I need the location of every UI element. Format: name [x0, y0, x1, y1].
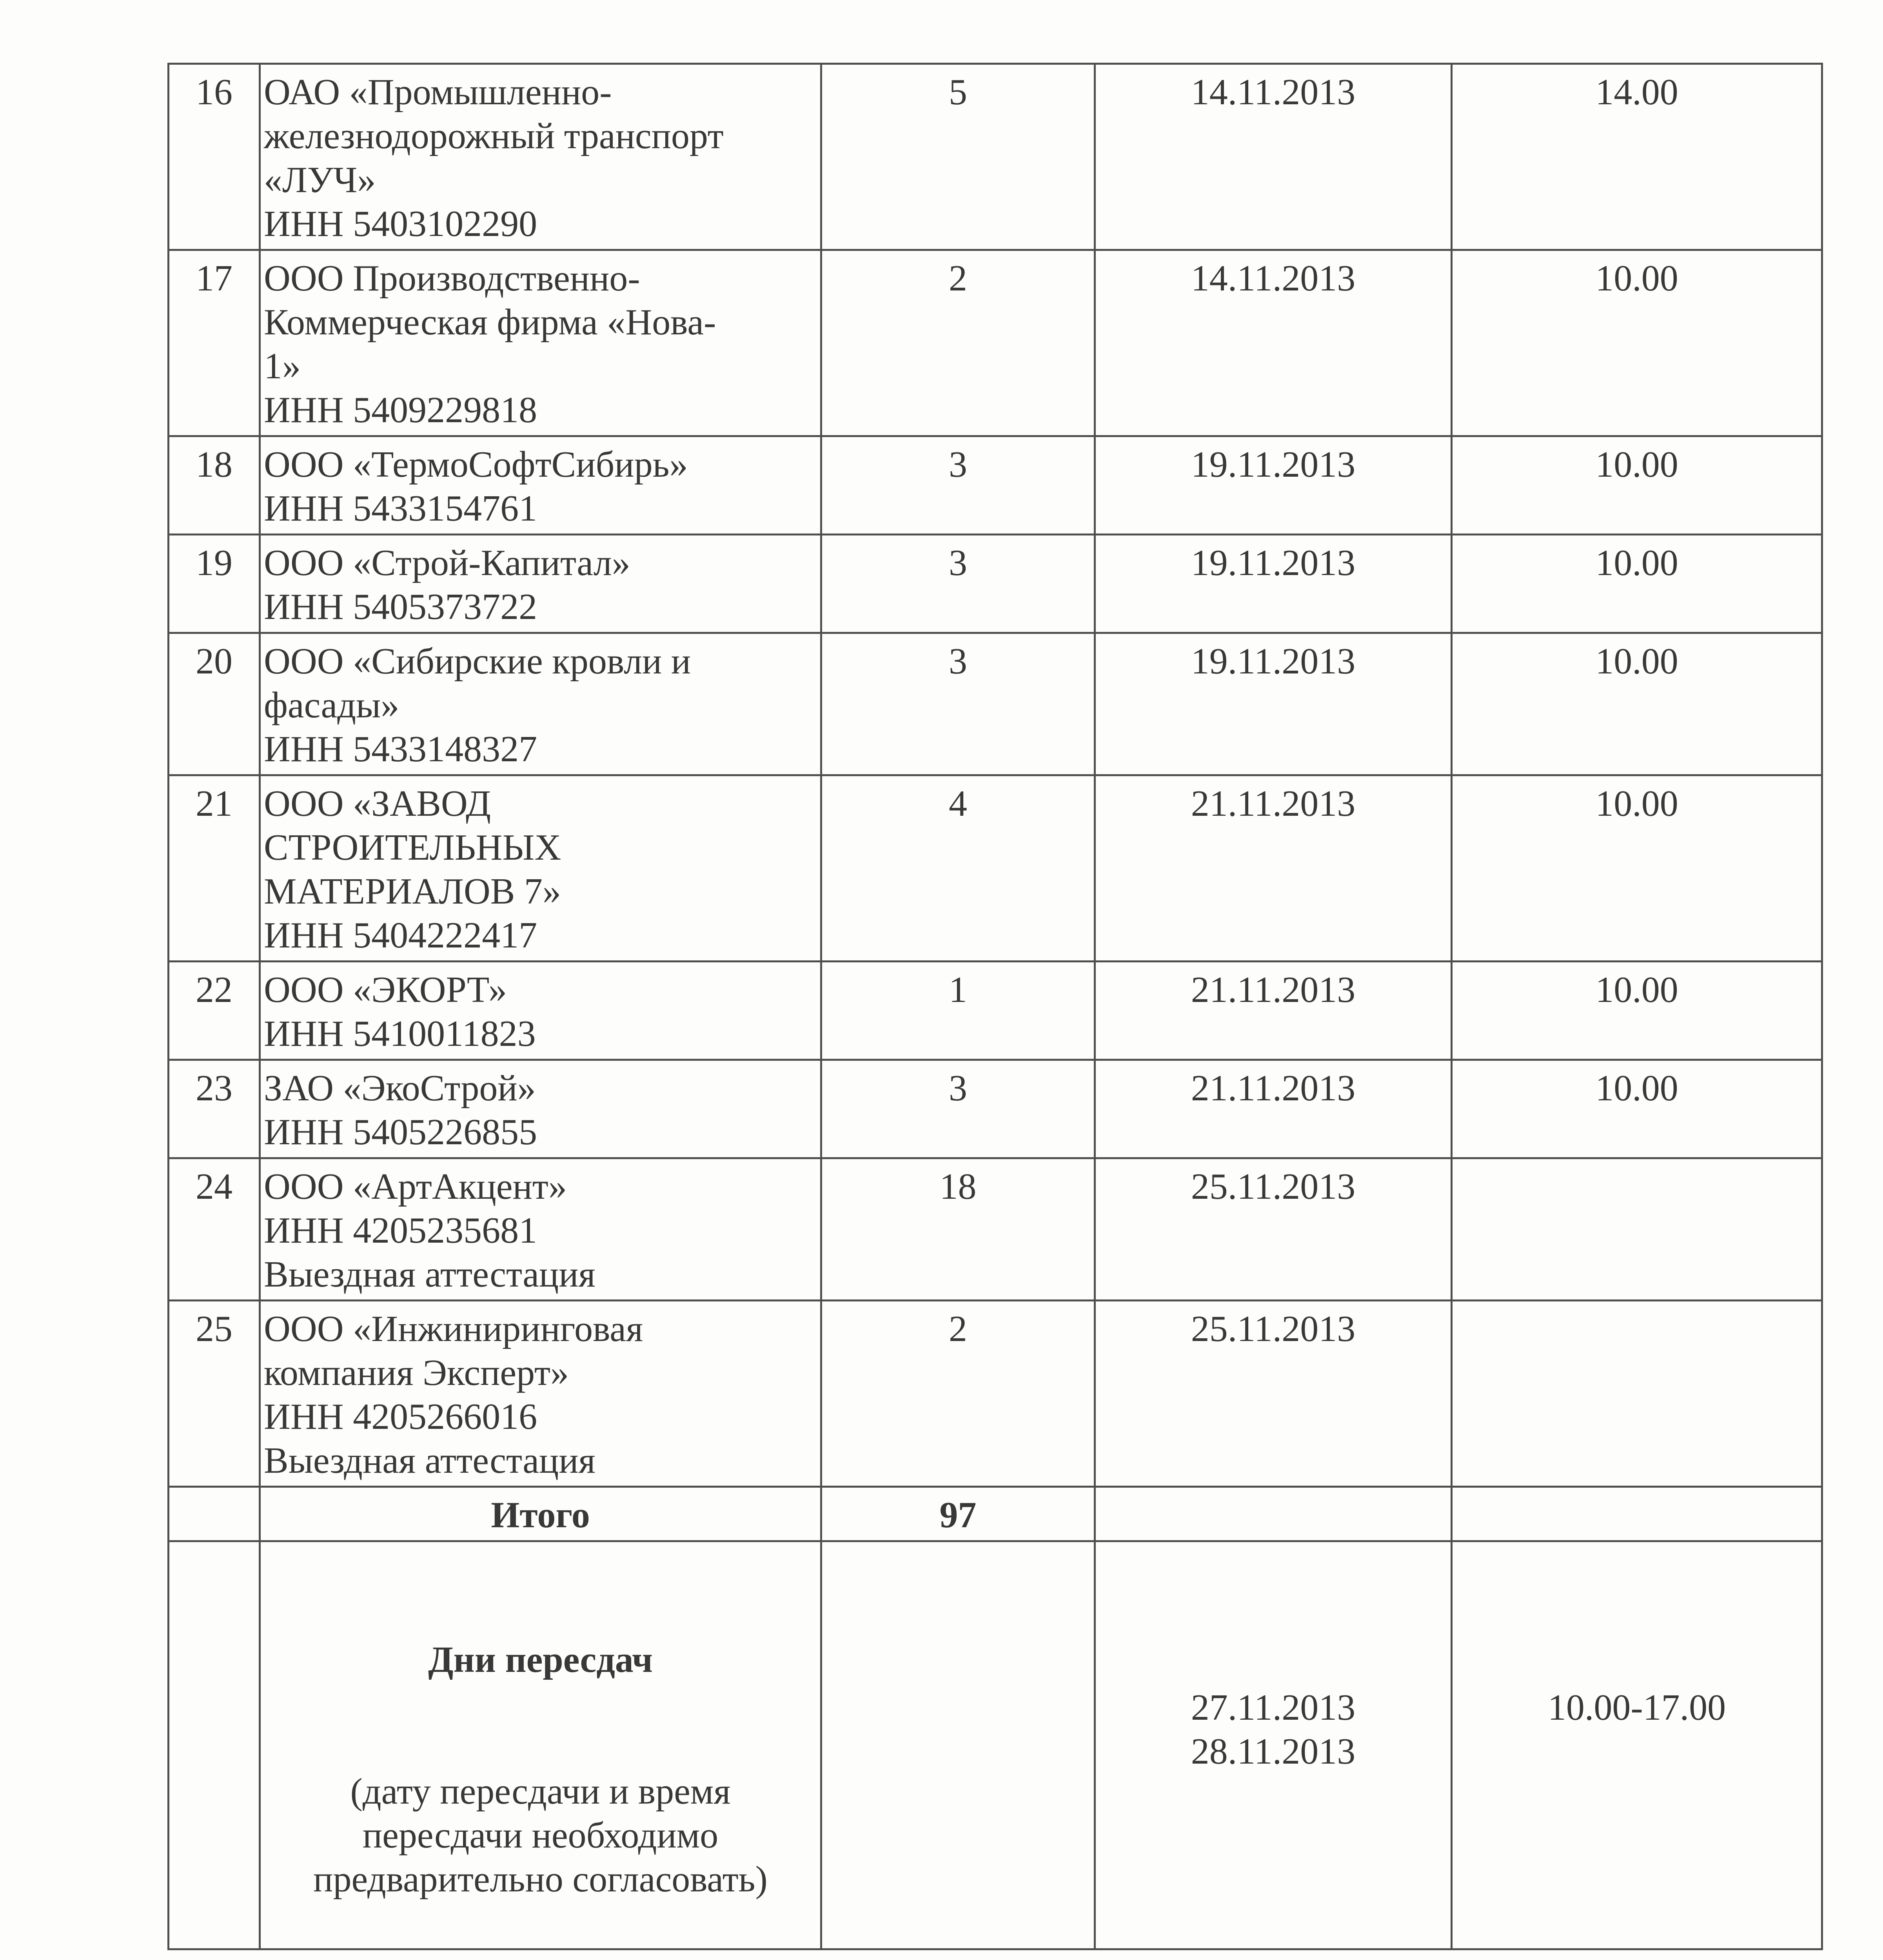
retake-dates-cell: 27.11.2013 28.11.2013	[1094, 1540, 1453, 1950]
total-label: Итого	[259, 1486, 822, 1542]
time-cell	[1451, 1157, 1823, 1301]
row-number-cell: 22	[167, 960, 261, 1061]
row-number-cell: 19	[167, 534, 261, 634]
date-cell: 19.11.2013	[1094, 534, 1453, 634]
organization-cell: ООО «ЗАВОД СТРОИТЕЛЬНЫХ МАТЕРИАЛОВ 7» ИН…	[259, 774, 822, 962]
row-number-cell: 23	[167, 1059, 261, 1159]
time-cell: 10.00	[1451, 774, 1823, 962]
retake-empty-cell	[167, 1540, 261, 1950]
date-cell: 14.11.2013	[1094, 249, 1453, 437]
total-empty-cell	[1094, 1486, 1453, 1542]
table-row: 21 ООО «ЗАВОД СТРОИТЕЛЬНЫХ МАТЕРИАЛОВ 7»…	[167, 774, 1823, 962]
count-cell: 3	[820, 1059, 1096, 1159]
retake-time-cell: 10.00-17.00	[1451, 1540, 1823, 1950]
organization-cell: ООО «ЭКОРТ» ИНН 5410011823	[259, 960, 822, 1061]
time-cell: 10.00	[1451, 249, 1823, 437]
table-row: 25 ООО «Инжиниринговая компания Эксперт»…	[167, 1299, 1823, 1488]
time-cell: 10.00	[1451, 1059, 1823, 1159]
row-number-cell: 25	[167, 1299, 261, 1488]
date-cell: 25.11.2013	[1094, 1157, 1453, 1301]
date-cell: 21.11.2013	[1094, 960, 1453, 1061]
table-row: 18 ООО «ТермоСофтСибирь» ИНН 5433154761 …	[167, 435, 1823, 535]
count-cell: 2	[820, 1299, 1096, 1488]
date-cell: 21.11.2013	[1094, 1059, 1453, 1159]
row-number-cell: 21	[167, 774, 261, 962]
organization-cell: ООО «Сибирские кровли и фасады» ИНН 5433…	[259, 632, 822, 776]
retake-time: 10.00-17.00	[1547, 1687, 1726, 1728]
date-cell: 19.11.2013	[1094, 632, 1453, 776]
retake-note: (дату пересдачи и время пересдачи необхо…	[313, 1771, 768, 1900]
retake-empty-cell	[820, 1540, 1096, 1950]
date-cell: 21.11.2013	[1094, 774, 1453, 962]
row-number-cell: 20	[167, 632, 261, 776]
time-cell: 10.00	[1451, 435, 1823, 535]
organization-cell: ЗАО «ЭкоСтрой» ИНН 5405226855	[259, 1059, 822, 1159]
count-cell: 2	[820, 249, 1096, 437]
retake-dates: 27.11.2013 28.11.2013	[1191, 1687, 1356, 1772]
count-cell: 5	[820, 63, 1096, 251]
time-cell	[1451, 1299, 1823, 1488]
count-cell: 1	[820, 960, 1096, 1061]
date-cell: 14.11.2013	[1094, 63, 1453, 251]
table-row: 22 ООО «ЭКОРТ» ИНН 5410011823 1 21.11.20…	[167, 960, 1823, 1061]
count-cell: 3	[820, 435, 1096, 535]
total-count: 97	[820, 1486, 1096, 1542]
organization-cell: ООО «Строй-Капитал» ИНН 5405373722	[259, 534, 822, 634]
organization-cell: ООО Производственно- Коммерческая фирма …	[259, 249, 822, 437]
table-row: 24 ООО «АртАкцент» ИНН 4205235681 Выездн…	[167, 1157, 1823, 1301]
time-cell: 10.00	[1451, 534, 1823, 634]
row-number-cell: 16	[167, 63, 261, 251]
date-cell: 25.11.2013	[1094, 1299, 1453, 1488]
table-row: 23 ЗАО «ЭкоСтрой» ИНН 5405226855 3 21.11…	[167, 1059, 1823, 1159]
time-cell: 10.00	[1451, 960, 1823, 1061]
organization-cell: ООО «ТермоСофтСибирь» ИНН 5433154761	[259, 435, 822, 535]
time-cell: 14.00	[1451, 63, 1823, 251]
table-row: 19 ООО «Строй-Капитал» ИНН 5405373722 3 …	[167, 534, 1823, 634]
retake-row: Дни пересдач (дату пересдачи и время пер…	[167, 1540, 1823, 1950]
total-row: Итого 97	[167, 1486, 1823, 1542]
count-cell: 18	[820, 1157, 1096, 1301]
total-empty-cell	[1451, 1486, 1823, 1542]
count-cell: 3	[820, 534, 1096, 634]
table-row: 17 ООО Производственно- Коммерческая фир…	[167, 249, 1823, 437]
organization-cell: ОАО «Промышленно- железнодорожный трансп…	[259, 63, 822, 251]
retake-info-cell: Дни пересдач (дату пересдачи и время пер…	[259, 1540, 822, 1950]
attestation-schedule-table: 16 ОАО «Промышленно- железнодорожный тра…	[167, 63, 1823, 1950]
organization-cell: ООО «АртАкцент» ИНН 4205235681 Выездная …	[259, 1157, 822, 1301]
time-cell: 10.00	[1451, 632, 1823, 776]
row-number-cell: 18	[167, 435, 261, 535]
row-number-cell: 17	[167, 249, 261, 437]
total-empty-cell	[167, 1486, 261, 1542]
table-row: 20 ООО «Сибирские кровли и фасады» ИНН 5…	[167, 632, 1823, 776]
date-cell: 19.11.2013	[1094, 435, 1453, 535]
count-cell: 3	[820, 632, 1096, 776]
table-row: 16 ОАО «Промышленно- железнодорожный тра…	[167, 63, 1823, 251]
count-cell: 4	[820, 774, 1096, 962]
row-number-cell: 24	[167, 1157, 261, 1301]
retake-title: Дни пересдач	[428, 1639, 653, 1680]
organization-cell: ООО «Инжиниринговая компания Эксперт» ИН…	[259, 1299, 822, 1488]
